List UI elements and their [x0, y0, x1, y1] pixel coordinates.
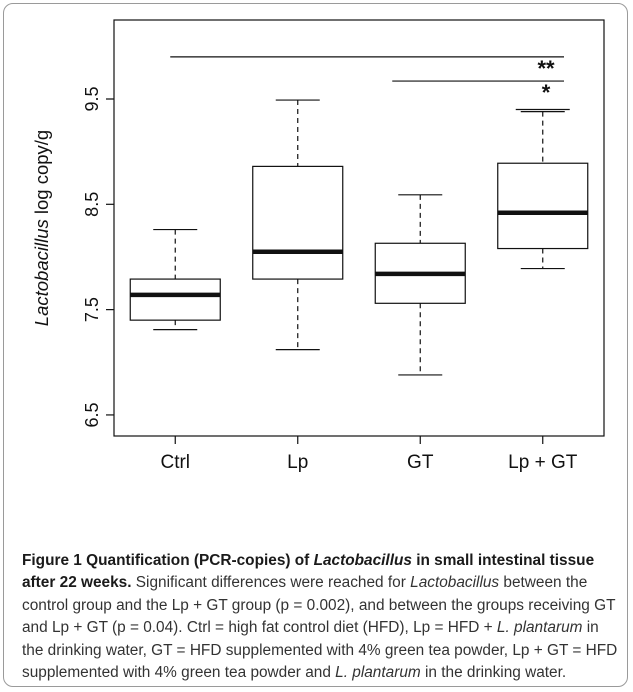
box-3 — [497, 162, 589, 250]
figure-caption: Figure 1 Quantification (PCR-copies) of … — [22, 550, 620, 684]
y-axis-title: Lactobacillus log copy/g — [31, 130, 52, 326]
x-tick-label-0: Ctrl — [160, 452, 190, 473]
box-1 — [252, 165, 344, 280]
x-tick-label-3: Lp + GT — [508, 452, 578, 473]
y-tick-label-2: 8.5 — [82, 192, 102, 217]
box-plot: 6.5 7.5 8.5 9.5 Lactobacillus log copy/g Ctrl… — [31, 19, 605, 473]
caption-text: Significant differences were reached for… — [22, 574, 618, 682]
x-tick-label-1: Lp — [287, 452, 308, 473]
caption-title: Figure 1 Quantification (PCR-copies) of … — [22, 552, 595, 592]
y-tick-label-0: 6.5 — [82, 402, 102, 427]
plot-area-border — [113, 19, 605, 437]
significance-label-0: ** — [537, 56, 555, 81]
y-tick-label-3: 9.5 — [82, 86, 102, 111]
y-tick-label-1: 7.5 — [82, 297, 102, 322]
figure-frame: 6.5 7.5 8.5 9.5 Lactobacillus log copy/g Ctrl… — [3, 3, 628, 687]
box-0 — [129, 278, 221, 321]
x-tick-label-2: GT — [407, 452, 434, 473]
significance-label-1: * — [542, 80, 551, 105]
